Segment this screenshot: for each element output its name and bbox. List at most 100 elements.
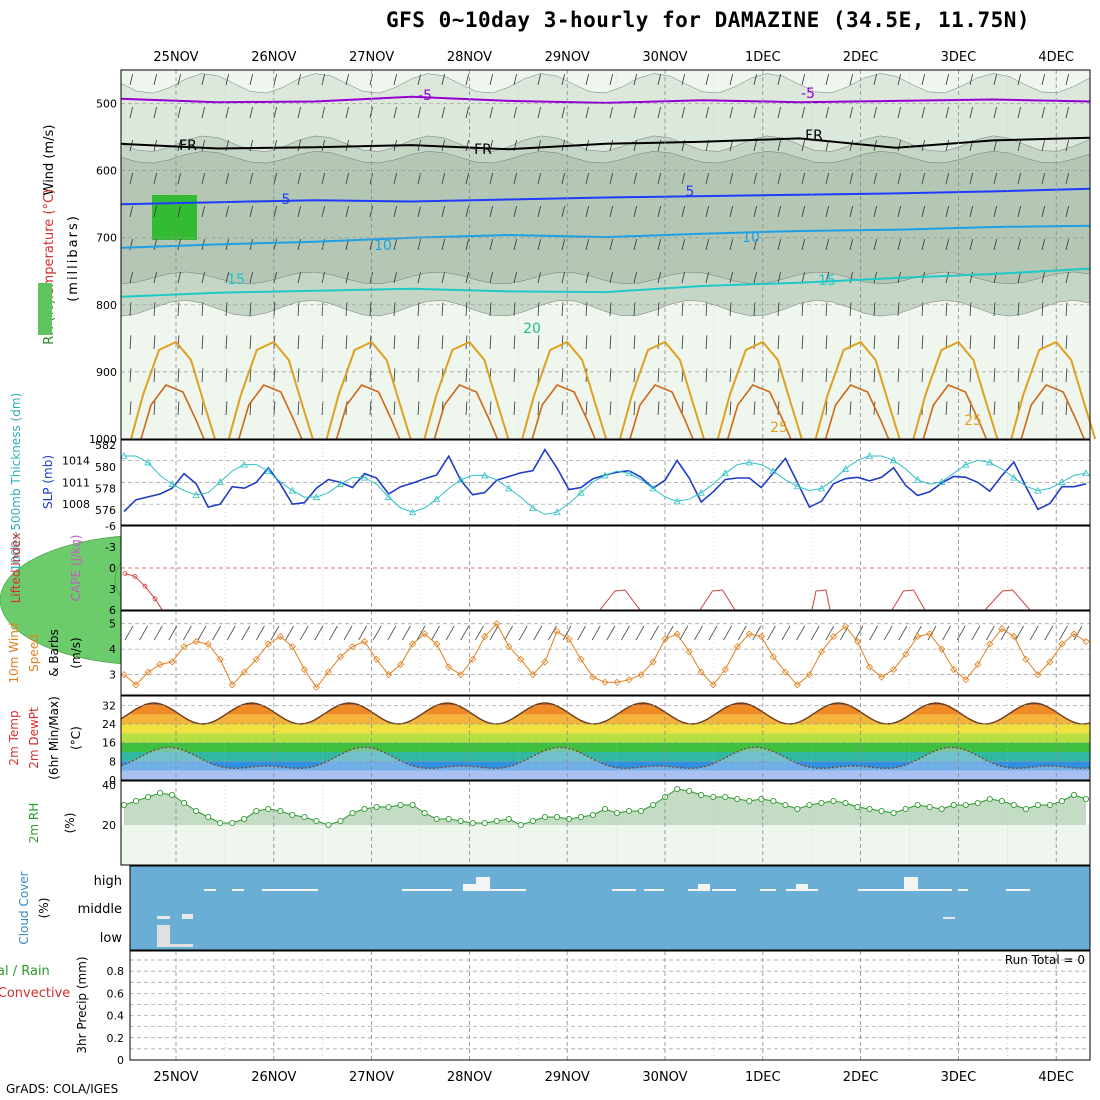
wind-barb xyxy=(273,302,276,317)
high-cloud-bar xyxy=(796,884,808,891)
wind10m-marker xyxy=(529,671,537,679)
wind10m-marker xyxy=(962,676,970,684)
wind-barb xyxy=(897,106,901,119)
wind10m-barb xyxy=(825,625,835,641)
wind-barb xyxy=(417,401,420,416)
wind-barb xyxy=(801,139,805,152)
wind-barb xyxy=(297,401,300,416)
contour-label: 25 xyxy=(770,420,788,436)
wind-barb xyxy=(489,205,493,218)
wind10m-barb xyxy=(781,625,791,641)
wind-barb xyxy=(249,335,252,350)
wind10m-ylabel-2: Speed xyxy=(27,634,41,672)
wind-barb xyxy=(441,172,445,185)
wind-barb xyxy=(417,238,421,251)
wind-barb xyxy=(561,238,565,251)
wind-barb xyxy=(609,335,612,350)
precip-panel: 0.8 0.6 0.4 0.2 0 Run Total = 0 Total / Rain… xyxy=(0,950,1091,1067)
wind-barb xyxy=(1017,335,1020,350)
wind-barb xyxy=(489,172,493,185)
wind-barb xyxy=(609,401,612,416)
wind10m-marker xyxy=(998,625,1006,633)
wind-barb xyxy=(849,205,853,218)
pressure-axis: 500 600 700 800 900 1000 xyxy=(89,98,117,446)
wind-barb xyxy=(1065,368,1068,383)
rh2m-area xyxy=(124,789,1086,825)
wind-barb xyxy=(465,238,469,251)
wind-barb xyxy=(393,205,397,218)
wind-barb xyxy=(633,368,636,383)
wind-barb xyxy=(873,238,877,251)
wind-barb xyxy=(657,172,661,185)
pressure-tick: 800 xyxy=(96,299,117,312)
wind-barb xyxy=(777,205,781,218)
wind-barb xyxy=(369,368,372,383)
wind-barb xyxy=(153,368,156,383)
rh2m-marker xyxy=(205,813,212,821)
high-cloud-bar xyxy=(870,889,904,891)
wind10m-marker xyxy=(673,630,681,638)
wind-barb xyxy=(153,302,156,317)
wind10m-barb xyxy=(533,625,543,641)
wind-barb xyxy=(225,335,228,350)
cloud-background xyxy=(130,866,1090,950)
wind-barb xyxy=(705,368,708,383)
cloud-frame xyxy=(129,865,1091,951)
slp-series xyxy=(120,448,1090,516)
isotherm-25-arc xyxy=(1010,340,1097,440)
wind-barb xyxy=(705,302,708,317)
rh2m-marker xyxy=(229,819,236,827)
thickness-marker xyxy=(505,484,513,492)
wind10m-marker xyxy=(865,663,874,671)
rh2m-marker xyxy=(601,805,609,813)
wind10m-marker xyxy=(276,632,284,641)
thickness-marker xyxy=(938,478,946,485)
wind10m-marker xyxy=(120,671,128,679)
wind-barb xyxy=(777,335,780,350)
wind-barb xyxy=(465,106,469,119)
wind-barb xyxy=(849,73,853,86)
wind10m-barb xyxy=(504,625,513,641)
thickness-marker xyxy=(360,473,369,481)
wind-barb xyxy=(705,238,709,251)
thickness-marker xyxy=(481,471,489,479)
thickness-marker xyxy=(384,493,393,500)
wind10m-series xyxy=(120,620,1090,691)
wind10m-marker xyxy=(577,655,585,663)
wind10m-barb xyxy=(285,625,294,641)
thickness-marker xyxy=(529,504,537,511)
thickness-marker xyxy=(577,488,585,496)
contour-label: 25 xyxy=(964,413,982,429)
rh2m-marker xyxy=(481,819,488,827)
wind-barb xyxy=(177,238,181,251)
wind10m-marker xyxy=(986,640,994,648)
wind-barb xyxy=(633,401,636,416)
cloud-panel: high middle low Cloud Cover (%) xyxy=(17,865,1091,951)
isotherm-30-arc xyxy=(727,384,792,440)
wind-barb xyxy=(705,335,708,350)
thickness-marker xyxy=(240,460,248,468)
wind-barb xyxy=(801,205,805,218)
wind-barb xyxy=(633,139,637,152)
wind10m-marker xyxy=(661,635,669,643)
wind10m-barb xyxy=(621,625,630,641)
wind-barb xyxy=(753,205,757,218)
cloud-axis: high middle low xyxy=(78,874,123,946)
wind10m-marker xyxy=(649,658,657,666)
isotherm-25-arc xyxy=(814,340,901,440)
rh2m-marker xyxy=(445,815,452,823)
wind10m-marker xyxy=(1046,658,1054,666)
isotherm-line xyxy=(120,136,1091,151)
wind-barb xyxy=(537,302,540,317)
upper-wind-barbs xyxy=(129,73,1069,416)
lifted-index-panel: -6 -3 0 3 6 Lifted Index CAPE (J/kg) xyxy=(9,520,1091,617)
bottom-date-label: 26NOV xyxy=(251,1070,296,1085)
wind-barb xyxy=(393,238,397,251)
rh2m-marker xyxy=(746,797,753,805)
wind-barb xyxy=(513,335,516,350)
wind-barb xyxy=(705,205,709,218)
wind10m-barb xyxy=(343,625,353,641)
rh2m-tick: 40 xyxy=(102,779,116,792)
wind-barb xyxy=(153,172,157,185)
